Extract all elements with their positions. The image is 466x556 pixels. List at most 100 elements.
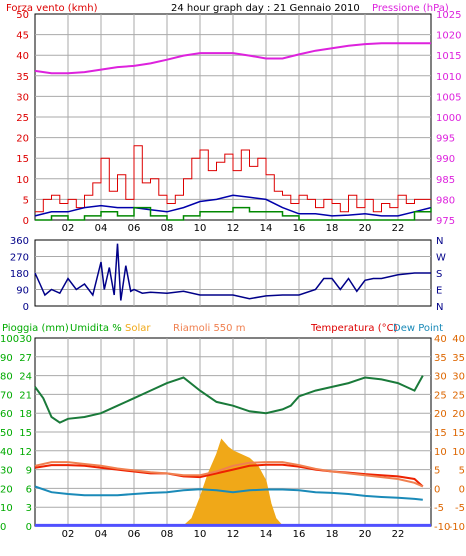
solar-axis-title: Solar	[125, 323, 151, 334]
x-tick-label: 18	[326, 223, 339, 234]
wind-direction-series	[34, 243, 431, 301]
rain-tick-label: 3	[26, 503, 32, 514]
pressure-tick-label: 1015	[436, 51, 461, 62]
temperature-tick-label: 5	[434, 466, 440, 477]
rain-tick-label: 15	[19, 428, 32, 439]
wind-speed-tick-label: 25	[16, 113, 29, 124]
direction-degree-ticks: 360 270 180 90 0	[10, 236, 29, 313]
humidity-tick-label: 90	[0, 353, 13, 364]
rain-tick-label: 9	[26, 466, 32, 477]
temperature-tick-label: -10	[434, 522, 450, 533]
solar-series	[182, 438, 284, 527]
humidity-tick-label: 40	[0, 447, 13, 458]
wind_avg-series	[34, 194, 432, 217]
dewpoint-tick-label: 10	[452, 447, 465, 458]
rain-tick-label: 21	[19, 390, 32, 401]
pressure-tick-label: 1005	[436, 92, 461, 103]
wind-direction-series	[34, 243, 431, 301]
wind-pressure-series	[34, 42, 432, 221]
wind-gust-series	[35, 145, 431, 213]
wind-speed-tick-label: 45	[16, 31, 29, 42]
temperature-ticks: 40 35 30 25 20 15 10 5 0 -5 -10	[434, 334, 450, 533]
rain-tick-label: 18	[19, 409, 32, 420]
x-tick-label: 04	[95, 529, 108, 540]
temperature-tick-label: 25	[434, 390, 447, 401]
humidity-tick-label: 0	[0, 522, 6, 533]
direction-degree-tick-label: 0	[23, 302, 29, 313]
dewpoint-tick-label: 15	[452, 428, 465, 439]
x-tick-label: 02	[62, 529, 75, 540]
wind-speed-tick-label: 0	[23, 216, 29, 227]
humidity-series	[34, 375, 424, 424]
dewpoint-tick-label: 5	[459, 466, 465, 477]
wind-speed-tick-label: 15	[16, 154, 29, 165]
x-tick-label: 22	[392, 529, 405, 540]
pressure-tick-label: 1010	[436, 72, 461, 83]
wind-speed-tick-label: 35	[16, 72, 29, 83]
rain-tick-label: 0	[26, 522, 32, 533]
x-tick-label: 16	[293, 529, 306, 540]
pressure-tick-label: 995	[436, 134, 455, 145]
x-tick-label: 16	[293, 223, 306, 234]
direction-degree-tick-label: 90	[16, 286, 29, 297]
x-tick-label: 18	[326, 529, 339, 540]
rain-tick-label: 6	[26, 484, 32, 495]
humidity-tick-label: 10	[0, 503, 13, 514]
temperature-tick-label: 15	[434, 428, 447, 439]
wind-speed-tick-label: 50	[16, 10, 29, 21]
direction-degree-tick-label: 180	[10, 269, 29, 280]
riamoli-axis-title: Riamoli 550 m	[173, 323, 245, 334]
direction-compass-tick-label: W	[436, 253, 446, 264]
humidity-axis-title: Umidita %	[70, 323, 122, 334]
dewpoint-tick-label: 0	[459, 484, 465, 495]
wind-direction-grid	[35, 240, 431, 306]
dewpoint-tick-label: 40	[452, 334, 465, 345]
x-tick-label: 10	[194, 529, 207, 540]
rain-tick-label: 24	[19, 372, 32, 383]
x-tick-label: 04	[95, 223, 108, 234]
humidity-tick-label: 80	[0, 372, 13, 383]
wind-speed-tick-label: 20	[16, 134, 29, 145]
dewpoint-tick-label: 30	[452, 372, 465, 383]
dewpoint-tick-label: -10	[449, 522, 465, 533]
humidity-tick-label: 20	[0, 484, 13, 495]
temperature-tick-label: 20	[434, 409, 447, 420]
temperature-series	[34, 463, 424, 488]
pressure-tick-label: 990	[436, 154, 455, 165]
x-tick-label: 08	[161, 223, 174, 234]
x-tick-label: 22	[392, 223, 405, 234]
dewpoint-ticks: 40 35 30 25 20 15 10 5 0 -5 -10	[449, 334, 465, 533]
direction-degree-tick-label: 270	[10, 253, 29, 264]
temperature-tick-label: 40	[434, 334, 447, 345]
rain-tick-label: 30	[19, 334, 32, 345]
temperature-tick-label: 10	[434, 447, 447, 458]
pressure-tick-label: 1020	[436, 31, 461, 42]
wind-speed-tick-label: 30	[16, 92, 29, 103]
humidity-tick-label: 30	[0, 466, 13, 477]
direction-compass-tick-label: N	[436, 302, 443, 313]
pressure-tick-label: 1025	[436, 10, 461, 21]
wind-speed-tick-label: 10	[16, 175, 29, 186]
chart-title: 24 hour graph day : 21 Gennaio 2010	[171, 3, 360, 14]
x-tick-label: 10	[194, 223, 207, 234]
x-tick-label: 02	[62, 223, 75, 234]
wind-green-series	[35, 206, 432, 221]
x-tick-label: 12	[227, 223, 240, 234]
pressure-axis-title: Pressione (hPa)	[372, 3, 449, 14]
rain-tick-label: 12	[19, 447, 32, 458]
dewpoint-tick-label: -5	[455, 503, 465, 514]
dewpoint-tick-label: 25	[452, 390, 465, 401]
x-tick-label: 12	[227, 529, 240, 540]
pressure-tick-label: 975	[436, 216, 455, 227]
x-tick-label: 14	[260, 223, 273, 234]
x-tick-label: 06	[128, 223, 141, 234]
humidity-tick-label: 60	[0, 409, 13, 420]
x-tick-label: 06	[128, 529, 141, 540]
